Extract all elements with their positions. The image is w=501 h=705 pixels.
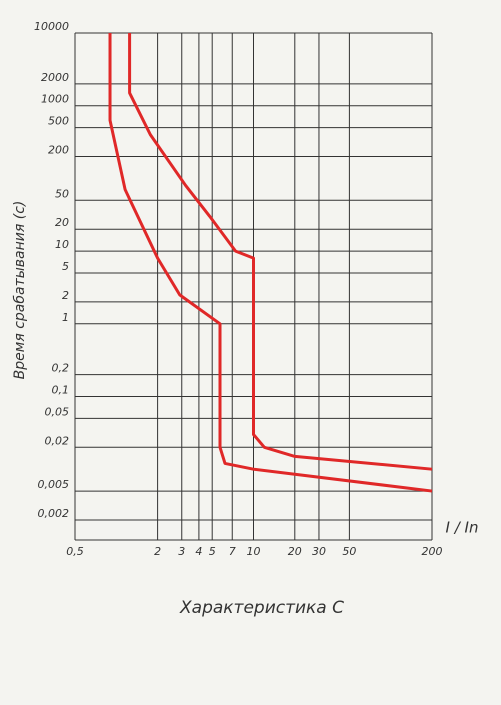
x-tick-label: 4 — [195, 545, 202, 558]
x-tick-label: 0,5 — [66, 545, 84, 558]
x-tick-label: 50 — [342, 545, 356, 558]
y-tick-label: 10000 — [34, 20, 69, 33]
y-tick-label: 20 — [55, 216, 69, 229]
y-tick-label: 0,002 — [38, 507, 70, 520]
y-tick-label: 200 — [48, 144, 69, 157]
y-tick-label: 10 — [55, 238, 69, 251]
curve — [108, 33, 433, 493]
x-tick-label: 3 — [178, 545, 185, 558]
chart-title: Характеристика С — [179, 598, 344, 618]
y-tick-label: 1000 — [41, 93, 69, 106]
x-tick-label: 10 — [247, 545, 261, 558]
y-tick-label: 0,2 — [52, 362, 70, 375]
y-tick-label: 50 — [55, 187, 69, 200]
y-tick-label: 2000 — [41, 71, 69, 84]
y-tick-label: 0,005 — [38, 478, 70, 491]
y-tick-label: 2 — [62, 289, 69, 302]
curve — [128, 33, 433, 471]
y-tick-label: 0,02 — [45, 434, 70, 447]
x-axis-label: I / In — [446, 519, 479, 537]
y-axis-label: Время срабатывания (с) — [12, 201, 28, 380]
y-tick-label: 1 — [62, 311, 69, 324]
y-tick-label: 500 — [48, 115, 69, 128]
y-tick-label: 5 — [62, 260, 69, 273]
x-tick-label: 7 — [229, 545, 236, 558]
x-tick-label: 20 — [288, 545, 302, 558]
y-tick-label: 0,05 — [45, 405, 70, 418]
x-tick-label: 30 — [312, 545, 326, 558]
x-tick-label: 2 — [154, 545, 161, 558]
x-tick-label: 5 — [209, 545, 216, 558]
y-tick-label: 0,1 — [52, 383, 70, 396]
x-tick-label: 200 — [422, 545, 443, 558]
